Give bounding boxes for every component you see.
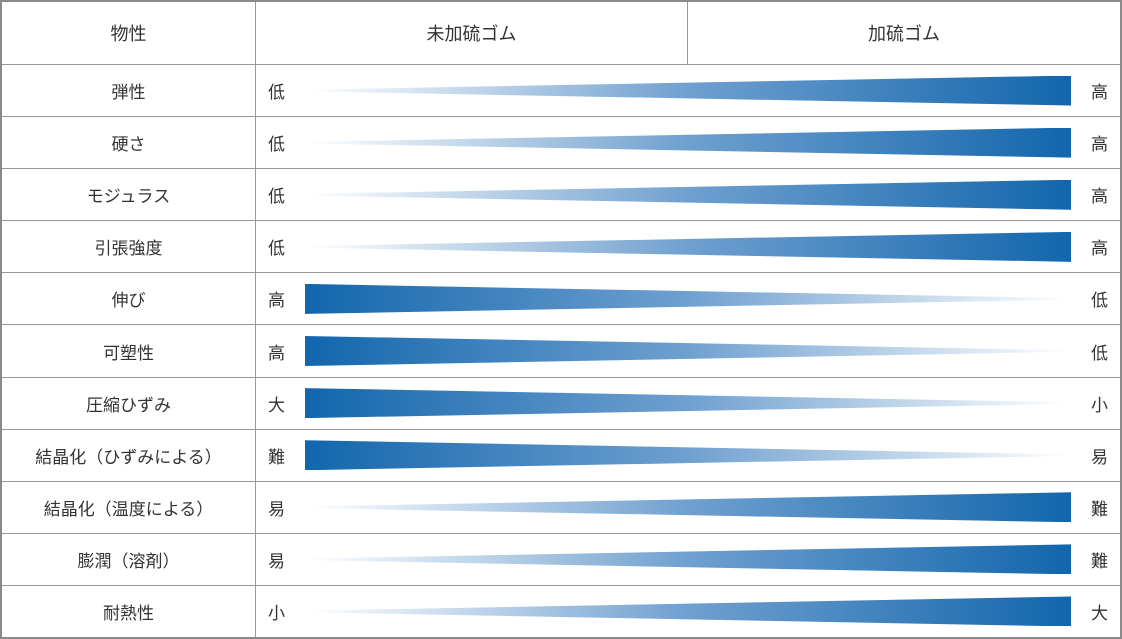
- table-row: 可塑性 高 低: [2, 325, 1120, 378]
- table-row: 結晶化（ひずみによる） 難 易: [2, 429, 1120, 482]
- left-end-label: 易: [268, 551, 285, 571]
- trend-wedge: [305, 231, 1071, 262]
- trend-wedge: [305, 440, 1071, 471]
- property-label: 可塑性: [2, 325, 256, 377]
- trend-cell: 高 低: [256, 325, 1120, 376]
- trend-wedge: [305, 127, 1071, 158]
- header-unvulcanized-rubber: 未加硫ゴム: [256, 2, 688, 64]
- left-end-label: 高: [268, 343, 285, 363]
- table-row: 硬さ 低 高: [2, 117, 1120, 170]
- trend-cell: 大 小: [256, 378, 1120, 429]
- trend-wedge: [305, 179, 1071, 210]
- left-end-label: 低: [268, 135, 285, 155]
- property-label: 伸び: [2, 273, 256, 325]
- trend-cell: 低 高: [256, 169, 1120, 220]
- trend-cell: 小 大: [256, 586, 1120, 637]
- table-body: 弾性 低 高 硬さ 低 高 モジュラス 低 高 引張強度 低 高 伸び: [2, 65, 1120, 638]
- right-end-label: 大: [1091, 603, 1108, 623]
- table-row: モジュラス 低 高: [2, 169, 1120, 222]
- right-end-label: 高: [1091, 83, 1108, 103]
- trend-cell: 易 難: [256, 534, 1120, 585]
- trend-wedge: [305, 283, 1071, 314]
- left-end-label: 高: [268, 291, 285, 311]
- property-label: 弾性: [2, 65, 256, 117]
- right-end-label: 低: [1091, 291, 1108, 311]
- property-label: 引張強度: [2, 221, 256, 273]
- property-label: 圧縮ひずみ: [2, 377, 256, 429]
- trend-wedge: [305, 596, 1071, 627]
- property-label: モジュラス: [2, 169, 256, 221]
- left-end-label: 大: [268, 395, 285, 415]
- trend-wedge: [305, 388, 1071, 419]
- property-label: 耐熱性: [2, 585, 256, 638]
- table-row: 圧縮ひずみ 大 小: [2, 377, 1120, 430]
- table-header: 物性 未加硫ゴム 加硫ゴム: [2, 2, 1120, 65]
- right-end-label: 高: [1091, 135, 1108, 155]
- table-row: 伸び 高 低: [2, 273, 1120, 326]
- right-end-label: 難: [1091, 499, 1108, 519]
- trend-cell: 易 難: [256, 482, 1120, 533]
- right-end-label: 難: [1091, 551, 1108, 571]
- trend-cell: 低 高: [256, 117, 1120, 168]
- header-vulcanized-rubber: 加硫ゴム: [868, 24, 940, 44]
- property-label: 結晶化（ひずみによる）: [2, 429, 256, 481]
- left-end-label: 低: [268, 187, 285, 207]
- left-end-label: 易: [268, 499, 285, 519]
- trend-cell: 高 低: [256, 273, 1120, 324]
- property-label: 膨潤（溶剤）: [2, 533, 256, 585]
- left-end-label: 低: [268, 239, 285, 259]
- property-label: 硬さ: [2, 117, 256, 169]
- right-end-label: 高: [1091, 239, 1108, 259]
- trend-cell: 難 易: [256, 430, 1120, 481]
- right-end-label: 小: [1091, 395, 1108, 415]
- left-end-label: 小: [268, 603, 285, 623]
- trend-wedge: [305, 336, 1071, 367]
- right-end-label: 高: [1091, 187, 1108, 207]
- trend-cell: 低 高: [256, 221, 1120, 272]
- left-end-label: 低: [268, 83, 285, 103]
- table-row: 膨潤（溶剤） 易 難: [2, 533, 1120, 586]
- left-end-label: 難: [268, 447, 285, 467]
- trend-wedge: [305, 544, 1071, 575]
- trend-cell: 低 高: [256, 65, 1120, 116]
- table-row: 結晶化（温度による） 易 難: [2, 481, 1120, 534]
- header-property-column: 物性: [2, 2, 256, 64]
- trend-wedge: [305, 75, 1071, 106]
- table-row: 耐熱性 小 大: [2, 585, 1120, 638]
- table-row: 弾性 低 高: [2, 65, 1120, 118]
- right-end-label: 低: [1091, 343, 1108, 363]
- trend-wedge: [305, 492, 1071, 523]
- right-end-label: 易: [1091, 447, 1108, 467]
- property-label: 結晶化（温度による）: [2, 481, 256, 533]
- table-row: 引張強度 低 高: [2, 221, 1120, 274]
